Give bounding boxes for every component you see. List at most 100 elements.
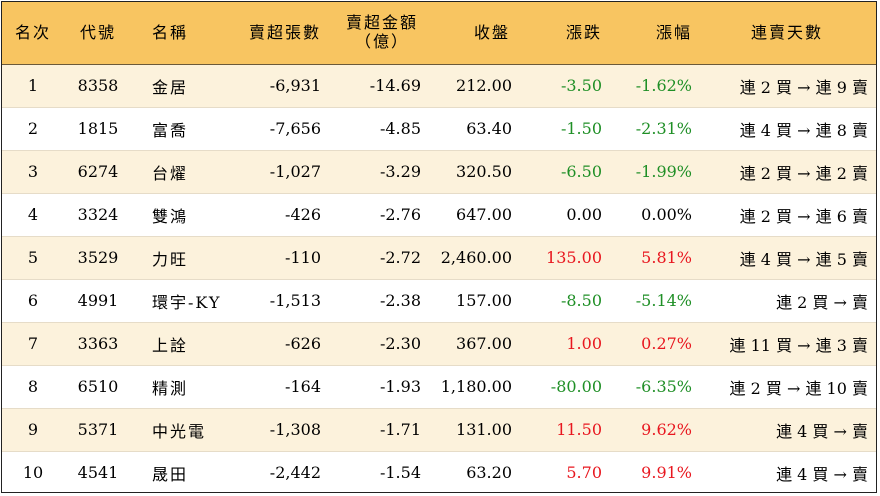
table-row: 6 4991 環宇-KY -1,513 -2.38 157.00 -8.50 -5.14% 連 … [2,279,876,323]
cell-sell-amount: -1.71 [325,408,425,452]
cell-sell-lots: -426 [229,193,325,237]
table-row: 7 3363 上詮 -626 -2.30 367.00 1.00 0.27% 連 11 買 → … [2,322,876,366]
cell-code: 8358 [64,64,132,108]
cell-sell-amount: -1.54 [379,463,421,483]
cell-close: 212.00 [425,64,516,108]
cell-rank: 6 [2,279,64,323]
header-sell-amount-line2: （億） [354,31,409,51]
cell-name: 台燿 [132,150,229,194]
cell-code: 6274 [64,150,132,194]
cell-code: 4991 [64,279,132,323]
cell-streak: 連 2 買 → 連 9 賣 [696,64,876,108]
cell-sell-lots: -110 [229,236,325,280]
cell-close: 367.00 [425,322,516,366]
cell-code: 4541 [77,463,119,483]
cell-rank: 4 [2,193,64,237]
cell-close: 647.00 [425,193,516,237]
cell-sell-amount: -1.93 [325,365,425,409]
table-header: 名次 代號 名稱 賣超張數 賣超金額 （億） 收盤 漲跌 漲幅 連賣天數 [2,2,876,65]
cell-rank: 3 [2,150,64,194]
cell-name: 環宇-KY [132,279,229,323]
table-row: 8 6510 精測 -164 -1.93 1,180.00 -80.00 -6.35% 連 2 … [2,365,876,409]
table-row: 1 8358 金居 -6,931 -14.69 212.00 -3.50 -1.62% 連 2 … [2,64,876,108]
cell-code: 3363 [64,322,132,366]
cell-change-pct: -1.99% [606,150,696,194]
cell-name: 上詮 [132,322,229,366]
header-close: 收盤 [425,2,516,65]
cell-close: 2,460.00 [425,236,516,280]
cell-rank: 10 [22,463,44,483]
cell-change: -3.50 [516,64,606,108]
header-code: 代號 [64,2,132,65]
header-name: 名稱 [132,2,229,65]
cell-change: -8.50 [516,279,606,323]
cell-sell-lots: -6,931 [229,64,325,108]
cell-rank: 5 [2,236,64,280]
header-rank: 名次 [2,2,64,65]
cell-sell-lots: -2,442 [269,463,321,483]
cell-rank: 8 [2,365,64,409]
cell-rank: 1 [2,64,64,108]
cell-close: 320.50 [425,150,516,194]
cell-close: 131.00 [425,408,516,452]
header-sell-amount: 賣超金額 （億） [325,2,425,65]
cell-sell-lots: -1,308 [229,408,325,452]
cell-change-pct: -1.62% [606,64,696,108]
cell-change: -80.00 [516,365,606,409]
cell-close: 1,180.00 [425,365,516,409]
cell-streak: 連 4 買 → 連 8 賣 [696,107,876,151]
cell-change-pct: -6.35% [606,365,696,409]
cell-code: 3324 [64,193,132,237]
cell-code: 5371 [64,408,132,452]
cell-sell-lots: -626 [229,322,325,366]
header-change-pct: 漲幅 [606,2,696,65]
cell-streak: 連 4 買 → 連 5 賣 [696,236,876,280]
table-row: 3 6274 台燿 -1,027 -3.29 320.50 -6.50 -1.99% 連 2 買… [2,150,876,194]
table-body: 1 8358 金居 -6,931 -14.69 212.00 -3.50 -1.62% 連 2 … [2,64,876,492]
cell-rank: 2 [2,107,64,151]
table-row: 10 4541 晟田 -2,442 -1.54 63.20 5.70 9.91% 連 4 買 →… [2,451,876,492]
cell-change-pct: 0.00% [606,193,696,237]
table-row: 4 3324 雙鴻 -426 -2.76 647.00 0.00 0.00% 連 2 買 → 連… [2,193,876,237]
cell-sell-amount: -3.29 [325,150,425,194]
cell-close: 157.00 [425,279,516,323]
cell-code: 6510 [64,365,132,409]
cell-sell-amount: -2.72 [325,236,425,280]
table-row: 5 3529 力旺 -110 -2.72 2,460.00 135.00 5.81% 連 4 買… [2,236,876,280]
cell-name: 精測 [132,365,229,409]
header-change: 漲跌 [516,2,606,65]
cell-change: 135.00 [516,236,606,280]
cell-sell-lots: -1,513 [229,279,325,323]
cell-sell-amount: -2.38 [325,279,425,323]
header-sell-amount-line1: 賣超金額 [345,13,418,33]
cell-name: 金居 [132,64,229,108]
cell-streak: 連 2 買 → 連 10 賣 [696,365,876,409]
cell-streak: 連 4 買 → 賣 [696,408,876,452]
cell-change: -6.50 [516,150,606,194]
cell-code: 1815 [64,107,132,151]
cell-streak: 連 4 買 → 賣 [776,464,868,484]
cell-rank: 9 [2,408,64,452]
cell-streak: 連 2 買 → 連 2 賣 [696,150,876,194]
cell-change: -1.50 [516,107,606,151]
cell-streak: 連 11 買 → 連 3 賣 [696,322,876,366]
cell-sell-amount: -2.76 [325,193,425,237]
cell-change: 11.50 [516,408,606,452]
cell-name: 富喬 [132,107,229,151]
cell-sell-amount: -2.30 [325,322,425,366]
cell-change: 0.00 [516,193,606,237]
cell-close: 63.40 [425,107,516,151]
table-row: 2 1815 富喬 -7,656 -4.85 63.40 -1.50 -2.31% 連 4 買 … [2,107,876,151]
cell-sell-amount: -14.69 [325,64,425,108]
cell-change-pct: 9.62% [606,408,696,452]
cell-change-pct: 0.27% [606,322,696,366]
cell-name: 晟田 [152,464,189,484]
cell-sell-amount: -4.85 [325,107,425,151]
cell-change: 5.70 [566,463,602,483]
cell-rank: 7 [2,322,64,366]
cell-name: 雙鴻 [132,193,229,237]
cell-change-pct: -2.31% [606,107,696,151]
cell-close: 63.20 [466,463,512,483]
cell-change-pct: 9.91% [641,463,692,483]
